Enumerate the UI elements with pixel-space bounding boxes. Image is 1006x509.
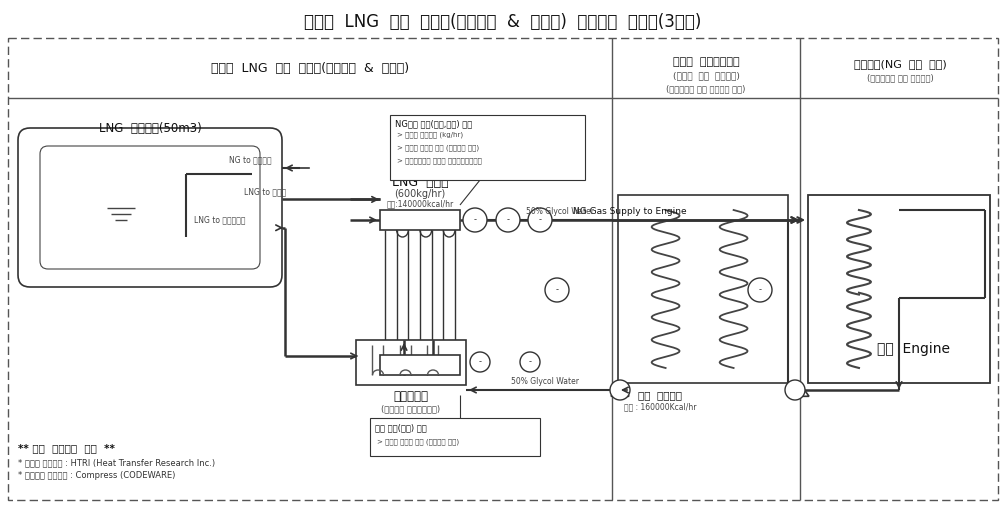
Text: 판형  열교환기: 판형 열교환기 <box>638 390 682 400</box>
Polygon shape <box>611 384 629 397</box>
Text: * 강도계산 프로그램 : Compress (CODEWARE): * 강도계산 프로그램 : Compress (CODEWARE) <box>18 471 175 480</box>
FancyBboxPatch shape <box>40 146 260 269</box>
Text: 선박엔진(NG  가스  공급): 선박엔진(NG 가스 공급) <box>854 59 947 69</box>
Text: * 열화의 프로그램 : HTRI (Heat Transfer Research Inc.): * 열화의 프로그램 : HTRI (Heat Transfer Researc… <box>18 459 215 467</box>
Text: LNG to 승압기화기: LNG to 승압기화기 <box>194 215 245 224</box>
Text: 선박  Engine: 선박 Engine <box>877 342 950 356</box>
Text: -: - <box>528 357 531 366</box>
Bar <box>356 340 466 385</box>
Text: (실제운전시 선진 냉각장치 역할): (실제운전시 선진 냉각장치 역할) <box>666 84 745 94</box>
Text: (연료탱크 설정압력유지): (연료탱크 설정압력유지) <box>381 405 441 413</box>
Text: LNG  연료탱크(50m3): LNG 연료탱크(50m3) <box>99 122 201 134</box>
Text: NG가스 유량(온도,압력) 측정: NG가스 유량(온도,압력) 측정 <box>395 120 472 128</box>
Bar <box>808 195 990 383</box>
Text: -: - <box>538 215 541 224</box>
Text: (삼성중공업 연기 엔진시험): (삼성중공업 연기 엔진시험) <box>866 73 934 82</box>
Text: (기화기  성능  테스트용): (기화기 성능 테스트용) <box>673 71 739 80</box>
Text: ** 해석  프로그램  목록  **: ** 해석 프로그램 목록 ** <box>18 443 115 453</box>
Text: 기화기  열원공급장치: 기화기 열원공급장치 <box>673 57 739 67</box>
Text: > 연료공급유량 부단시 유량변화속도측정: > 연료공급유량 부단시 유량변화속도측정 <box>397 158 482 164</box>
Polygon shape <box>791 384 809 397</box>
Text: 용량 : 160000Kcal/hr: 용량 : 160000Kcal/hr <box>624 403 696 411</box>
Circle shape <box>463 208 487 232</box>
Circle shape <box>496 208 520 232</box>
Text: 승입기화기: 승입기화기 <box>393 390 429 404</box>
Text: (600kg/hr): (600kg/hr) <box>394 189 446 199</box>
Bar <box>380 355 460 375</box>
Text: > 기화기 설효율 시험 (입력설량 측정): > 기화기 설효율 시험 (입력설량 측정) <box>377 439 459 445</box>
Text: NG to 연료탱크: NG to 연료탱크 <box>228 156 272 164</box>
Text: 50% Glycol Water: 50% Glycol Water <box>526 208 594 216</box>
Text: LNG  기화기: LNG 기화기 <box>391 176 449 188</box>
Text: -: - <box>555 286 558 295</box>
Text: NG Gas Supply to Engine: NG Gas Supply to Engine <box>573 207 687 215</box>
Text: 온수 유량(온도) 측정: 온수 유량(온도) 측정 <box>375 423 427 433</box>
Bar <box>390 115 585 180</box>
Circle shape <box>520 352 540 372</box>
Text: > 기화기 설효율 시험 (입력설량 대비): > 기화기 설효율 시험 (입력설량 대비) <box>397 145 479 151</box>
Text: -: - <box>759 286 762 295</box>
Text: 열량:140000kcal/hr: 열량:140000kcal/hr <box>386 200 454 209</box>
Text: -: - <box>474 215 477 224</box>
Text: 선박용  LNG  연료  시스템(연료탱크  &  기화기)  연구개발  개요도(3년차): 선박용 LNG 연료 시스템(연료탱크 & 기화기) 연구개발 개요도(3년차) <box>304 13 702 31</box>
Circle shape <box>785 380 805 400</box>
Text: -: - <box>479 357 482 366</box>
Bar <box>370 418 540 456</box>
Circle shape <box>610 380 630 400</box>
Text: 선박용  LNG  연료  시스템(연료탱크  &  기화기): 선박용 LNG 연료 시스템(연료탱크 & 기화기) <box>211 62 409 74</box>
Circle shape <box>470 352 490 372</box>
Bar <box>380 210 460 230</box>
Text: 50% Glycol Water: 50% Glycol Water <box>511 378 579 386</box>
Circle shape <box>748 278 772 302</box>
Text: > 기화기 통량시험 (kg/hr): > 기화기 통량시험 (kg/hr) <box>397 132 463 138</box>
Circle shape <box>528 208 552 232</box>
Circle shape <box>545 278 569 302</box>
FancyBboxPatch shape <box>18 128 282 287</box>
Bar <box>618 195 788 383</box>
Text: LNG to 기화기: LNG to 기화기 <box>243 187 286 196</box>
Text: -: - <box>506 215 509 224</box>
